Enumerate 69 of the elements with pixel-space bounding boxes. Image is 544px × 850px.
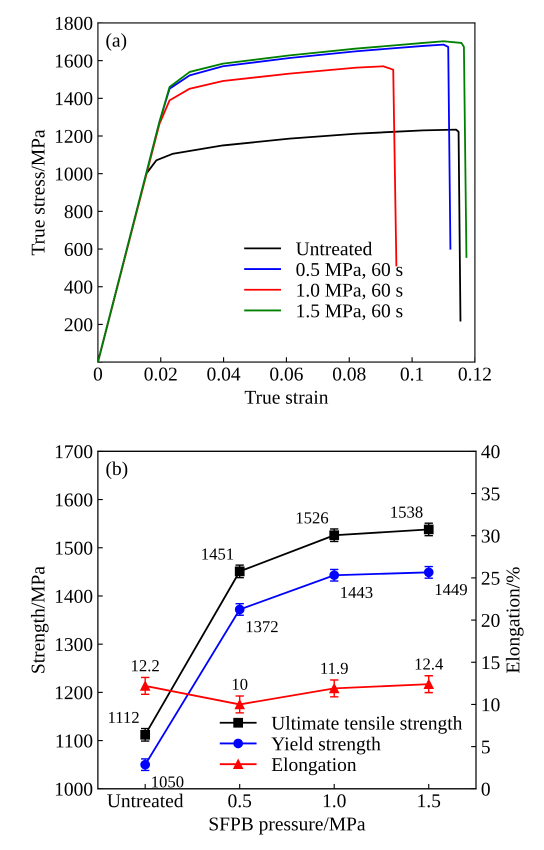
y2-tick-label: 0 [482,782,490,796]
y-tick-label: 600 [64,242,92,256]
y-tick-label: 1200 [56,686,92,700]
x-axis-title: True strain [244,390,328,404]
legend-label: 0.5 MPa, 60 s [296,262,402,279]
y-tick-label: 1700 [56,445,92,458]
data-label: 1372 [246,621,278,632]
legend-label: Elongation [272,758,356,776]
y2-tick-label: 25 [482,572,500,585]
x-tick-label: 0.12 [458,368,491,381]
point [329,684,340,694]
data-label: 12.4 [416,658,444,670]
y-tick-label: 1100 [56,734,92,748]
y2-tick-label: 30 [482,530,500,543]
legend-label: Untreated [296,242,372,256]
data-label: 10 [232,678,248,690]
legend-label: 1.5 MPa, 60 s [297,304,402,320]
data-label: 1050 [152,776,184,788]
x-tick-label: 1.0 [324,794,346,808]
data-label: 12.2 [132,660,159,672]
chart-title: (b) [106,461,128,480]
legend-label: Yield strength [271,736,381,754]
data-label: 1538 [391,506,423,518]
x-tick-label: 0.02 [144,368,177,381]
point [234,566,245,576]
x-axis-title: SFPB pressure/MPa [210,817,366,834]
y-tick-label: 1300 [56,638,92,652]
y-tick-label: 400 [64,280,92,294]
y-tick-label: 800 [64,205,92,218]
point [140,681,150,691]
y2-tick-label: 10 [482,698,500,712]
y-tick-label: 1800 [56,16,92,30]
data-label: 1443 [341,586,372,598]
data-label: 1451 [202,548,234,560]
y-tick-label: 200 [64,318,92,332]
x-tick-label: 0.08 [332,368,366,381]
y-tick-label: 1400 [56,590,92,603]
y-tick-label: 1600 [56,54,92,68]
legend-label: Ultimate tensile strength [272,716,462,734]
point [424,524,434,534]
x-tick-label: 0.04 [207,368,240,381]
y-axis-title: True stress/MPa [32,130,45,256]
data-label: 1526 [296,512,328,524]
y-tick-label: 1200 [56,130,92,143]
x-tick-label: 0.5 [228,794,252,808]
y2-tick-label: 40 [481,445,500,458]
y-tick-label: 1000 [56,782,92,796]
data-label: 1449 [436,584,467,596]
y2-axis-title: Elongation/% [506,567,524,673]
y2-tick-label: 35 [482,487,500,500]
y-tick-label: 1500 [56,542,92,555]
x-tick-label: 0 [94,368,102,381]
y2-tick-label: 5 [482,740,490,754]
y-axis-title: Strength/MPa [30,566,49,673]
chart-title: (a) [106,33,126,51]
y-tick-label: 1000 [56,168,92,181]
x-tick-label: Untreated [107,794,184,808]
y-tick-label: 1400 [56,92,92,106]
data-label: 1112 [109,712,139,723]
x-tick-label: 0.06 [270,368,303,381]
x-tick-label: 1.5 [418,794,440,808]
data-label: 11.9 [321,662,348,674]
y2-tick-label: 20 [482,614,500,628]
point [424,679,434,690]
y-tick-label: 1600 [56,493,92,506]
point [234,700,245,710]
y2-tick-label: 15 [482,656,500,670]
x-tick-label: 0.1 [400,368,424,381]
legend-label: 1.0 MPa, 60 s [297,284,402,300]
